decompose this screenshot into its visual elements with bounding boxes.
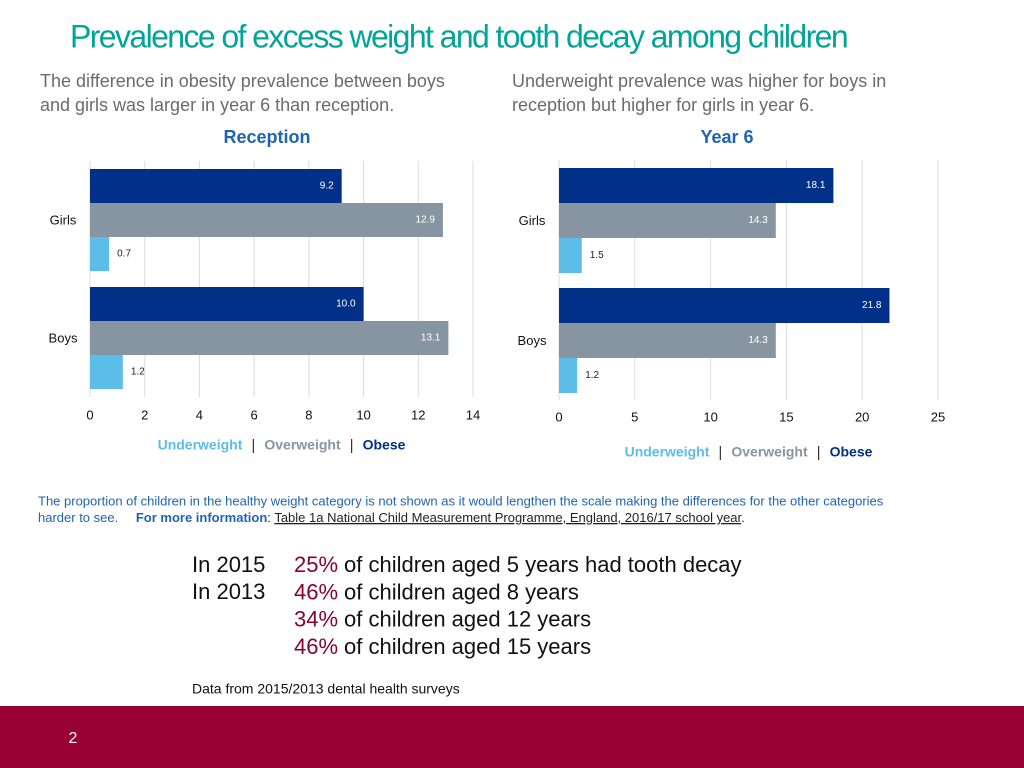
- x-tick-label: 6: [251, 407, 258, 422]
- bar: [90, 321, 449, 355]
- source: Data from 2015/2013 dental health survey…: [192, 681, 460, 697]
- x-tick-label: 0: [86, 407, 93, 422]
- more-info-label: For more information: [136, 510, 268, 525]
- value-label: 0.7: [117, 249, 131, 260]
- stat-text: of children aged 8 years: [344, 579, 579, 604]
- x-tick-label: 4: [196, 407, 203, 422]
- info-link[interactable]: Table 1a National Child Measurement Prog…: [274, 510, 742, 525]
- note-line: The difference in obesity prevalence bet…: [40, 71, 445, 91]
- chart-title: Reception: [223, 127, 310, 147]
- x-tick-label: 15: [779, 409, 793, 424]
- footer-bar: [0, 706, 1024, 768]
- stat-percent: 25%: [294, 552, 338, 577]
- footnote: harder to see.: [38, 510, 118, 525]
- value-label: 14.3: [748, 335, 768, 346]
- bar: [90, 287, 364, 321]
- note-line: Underweight prevalence was higher for bo…: [512, 71, 886, 91]
- stat-year: In 2015: [192, 552, 265, 577]
- stat-line: 34% of children aged 12 years: [294, 606, 591, 631]
- note-line: and girls was larger in year 6 than rece…: [40, 95, 394, 115]
- footnote: harder to see. For more information: Tab…: [38, 510, 745, 525]
- value-label: 1.2: [585, 370, 599, 381]
- colon: :: [267, 510, 271, 525]
- value-label: 21.8: [862, 300, 882, 311]
- bar: [559, 358, 578, 393]
- category-label: Girls: [519, 213, 546, 228]
- stat-percent: 46%: [294, 579, 338, 604]
- category-label: Girls: [50, 212, 77, 227]
- stat-line: 46% of children aged 15 years: [294, 634, 591, 659]
- legend-entry: Overweight: [264, 437, 341, 453]
- x-tick-label: 5: [631, 409, 638, 424]
- x-tick-label: 10: [703, 409, 717, 424]
- bar: [90, 237, 110, 271]
- stat-percent: 46%: [294, 634, 338, 659]
- x-tick-label: 0: [555, 409, 562, 424]
- bar: [559, 203, 776, 238]
- bar: [559, 168, 834, 203]
- period: .: [741, 510, 745, 525]
- legend-entry: Underweight: [625, 444, 710, 460]
- stat-text: of children aged 15 years: [344, 634, 591, 659]
- x-tick-label: 12: [411, 407, 425, 422]
- category-label: Boys: [518, 333, 547, 348]
- x-tick-label: 20: [855, 409, 869, 424]
- value-label: 13.1: [421, 333, 441, 344]
- value-label: 1.2: [131, 367, 145, 378]
- slide-title: Prevalence of excess weight and tooth de…: [70, 18, 847, 54]
- legend-entry: Overweight: [731, 444, 808, 460]
- stat-text: of children aged 12 years: [344, 606, 591, 631]
- bar: [559, 238, 582, 273]
- page-number: 2: [69, 730, 78, 747]
- category-label: Boys: [49, 330, 78, 345]
- legend-entry: Obese: [363, 437, 406, 453]
- note-line: reception but higher for girls in year 6…: [512, 95, 814, 115]
- value-label: 10.0: [336, 299, 356, 310]
- legend-entry: Obese: [830, 444, 873, 460]
- bar: [90, 203, 443, 237]
- stat-text: of children aged 5 years had tooth decay: [344, 552, 742, 577]
- stat-year: In 2013: [192, 579, 265, 604]
- stat-percent: 34%: [294, 606, 338, 631]
- x-tick-label: 10: [356, 407, 370, 422]
- legend-entry: Underweight: [158, 437, 243, 453]
- bar: [559, 288, 890, 323]
- bar: [90, 169, 342, 203]
- x-tick-label: 14: [466, 407, 480, 422]
- value-label: 14.3: [748, 215, 768, 226]
- footnote: The proportion of children in the health…: [38, 493, 884, 508]
- x-tick-label: 25: [931, 409, 945, 424]
- x-tick-label: 2: [141, 407, 148, 422]
- value-label: 18.1: [806, 180, 826, 191]
- stat-line: 25% of children aged 5 years had tooth de…: [294, 552, 742, 577]
- bar: [90, 355, 123, 389]
- x-tick-label: 8: [305, 407, 312, 422]
- chart-title: Year 6: [700, 127, 753, 147]
- value-label: 12.9: [415, 215, 435, 226]
- value-label: 1.5: [590, 250, 604, 261]
- value-label: 9.2: [320, 181, 334, 192]
- bar: [559, 323, 776, 358]
- stat-line: 46% of children aged 8 years: [294, 579, 579, 604]
